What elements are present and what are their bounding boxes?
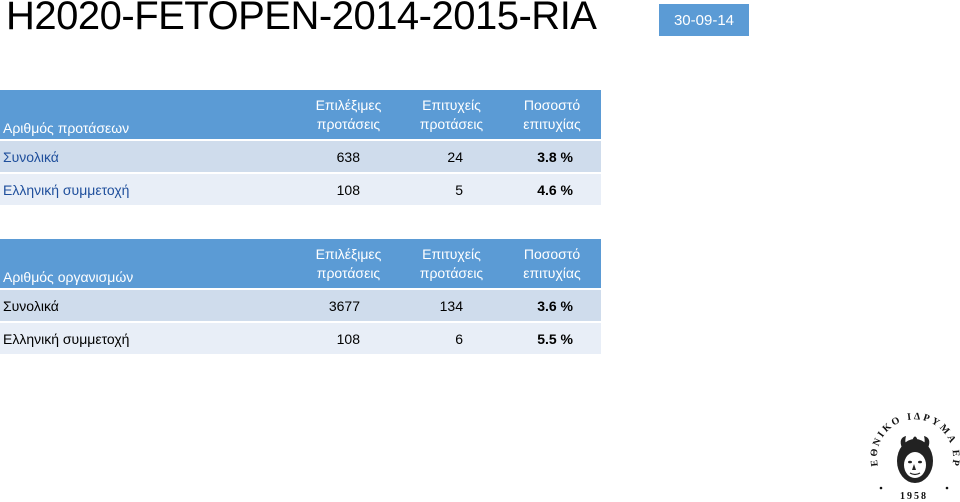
successful-value: 6: [455, 330, 463, 347]
header-successful: Επιτυχείς προτάσεις: [419, 96, 484, 132]
rate-value: 5.5 %: [537, 330, 573, 347]
header-eligible: Επιλέξιμες προτάσεις: [315, 96, 382, 132]
institution-seal-logo: ΕΘΝΙΚΟ ΙΔΡΥΜΑ ΕΡΕΥΝΩΝ 1958: [868, 408, 959, 502]
header-organisations-count: Αριθμός οργανισμών: [3, 269, 134, 285]
eligible-value: 108: [336, 330, 360, 347]
table-row: Συνολικά 638 24 3.8 %: [0, 141, 601, 172]
proposals-table: Αριθμός προτάσεων Επιλέξιμες προτάσεις Ε…: [0, 90, 601, 205]
row-label: Συνολικά: [3, 297, 59, 314]
header-eligible: Επιλέξιμες προτάσεις: [315, 245, 382, 281]
rate-value: 4.6 %: [537, 181, 573, 198]
svg-text:1958: 1958: [900, 491, 928, 502]
date-badge: 30-09-14: [659, 4, 749, 36]
header-successful: Επιτυχείς προτάσεις: [419, 245, 484, 281]
table-header-row: Αριθμός προτάσεων Επιλέξιμες προτάσεις Ε…: [0, 90, 601, 139]
rate-value: 3.6 %: [537, 297, 573, 314]
header-success-rate: Ποσοστό επιτυχίας: [523, 96, 581, 132]
eligible-value: 638: [336, 148, 360, 165]
header-proposals-count: Αριθμός προτάσεων: [3, 120, 130, 136]
eligible-value: 3677: [328, 297, 360, 314]
eligible-value: 108: [336, 181, 360, 198]
organisations-table: Αριθμός οργανισμών Επιλέξιμες προτάσεις …: [0, 239, 601, 354]
table-row: Ελληνική συμμετοχή 108 6 5.5 %: [0, 323, 601, 354]
header-success-rate: Ποσοστό επιτυχίας: [523, 245, 581, 281]
table-row: Συνολικά 3677 134 3.6 %: [0, 290, 601, 321]
successful-value: 24: [447, 148, 463, 165]
successful-value: 134: [439, 297, 463, 314]
rate-value: 3.8 %: [537, 148, 573, 165]
page-title: H2020-FETOPEN-2014-2015-RIA: [6, 0, 597, 38]
successful-value: 5: [455, 181, 463, 198]
row-label: Ελληνική συμμετοχή: [3, 330, 130, 347]
table-header-row: Αριθμός οργανισμών Επιλέξιμες προτάσεις …: [0, 239, 601, 288]
row-label: Ελληνική συμμετοχή: [3, 181, 130, 198]
table-row: Ελληνική συμμετοχή 108 5 4.6 %: [0, 174, 601, 205]
row-label: Συνολικά: [3, 148, 59, 165]
